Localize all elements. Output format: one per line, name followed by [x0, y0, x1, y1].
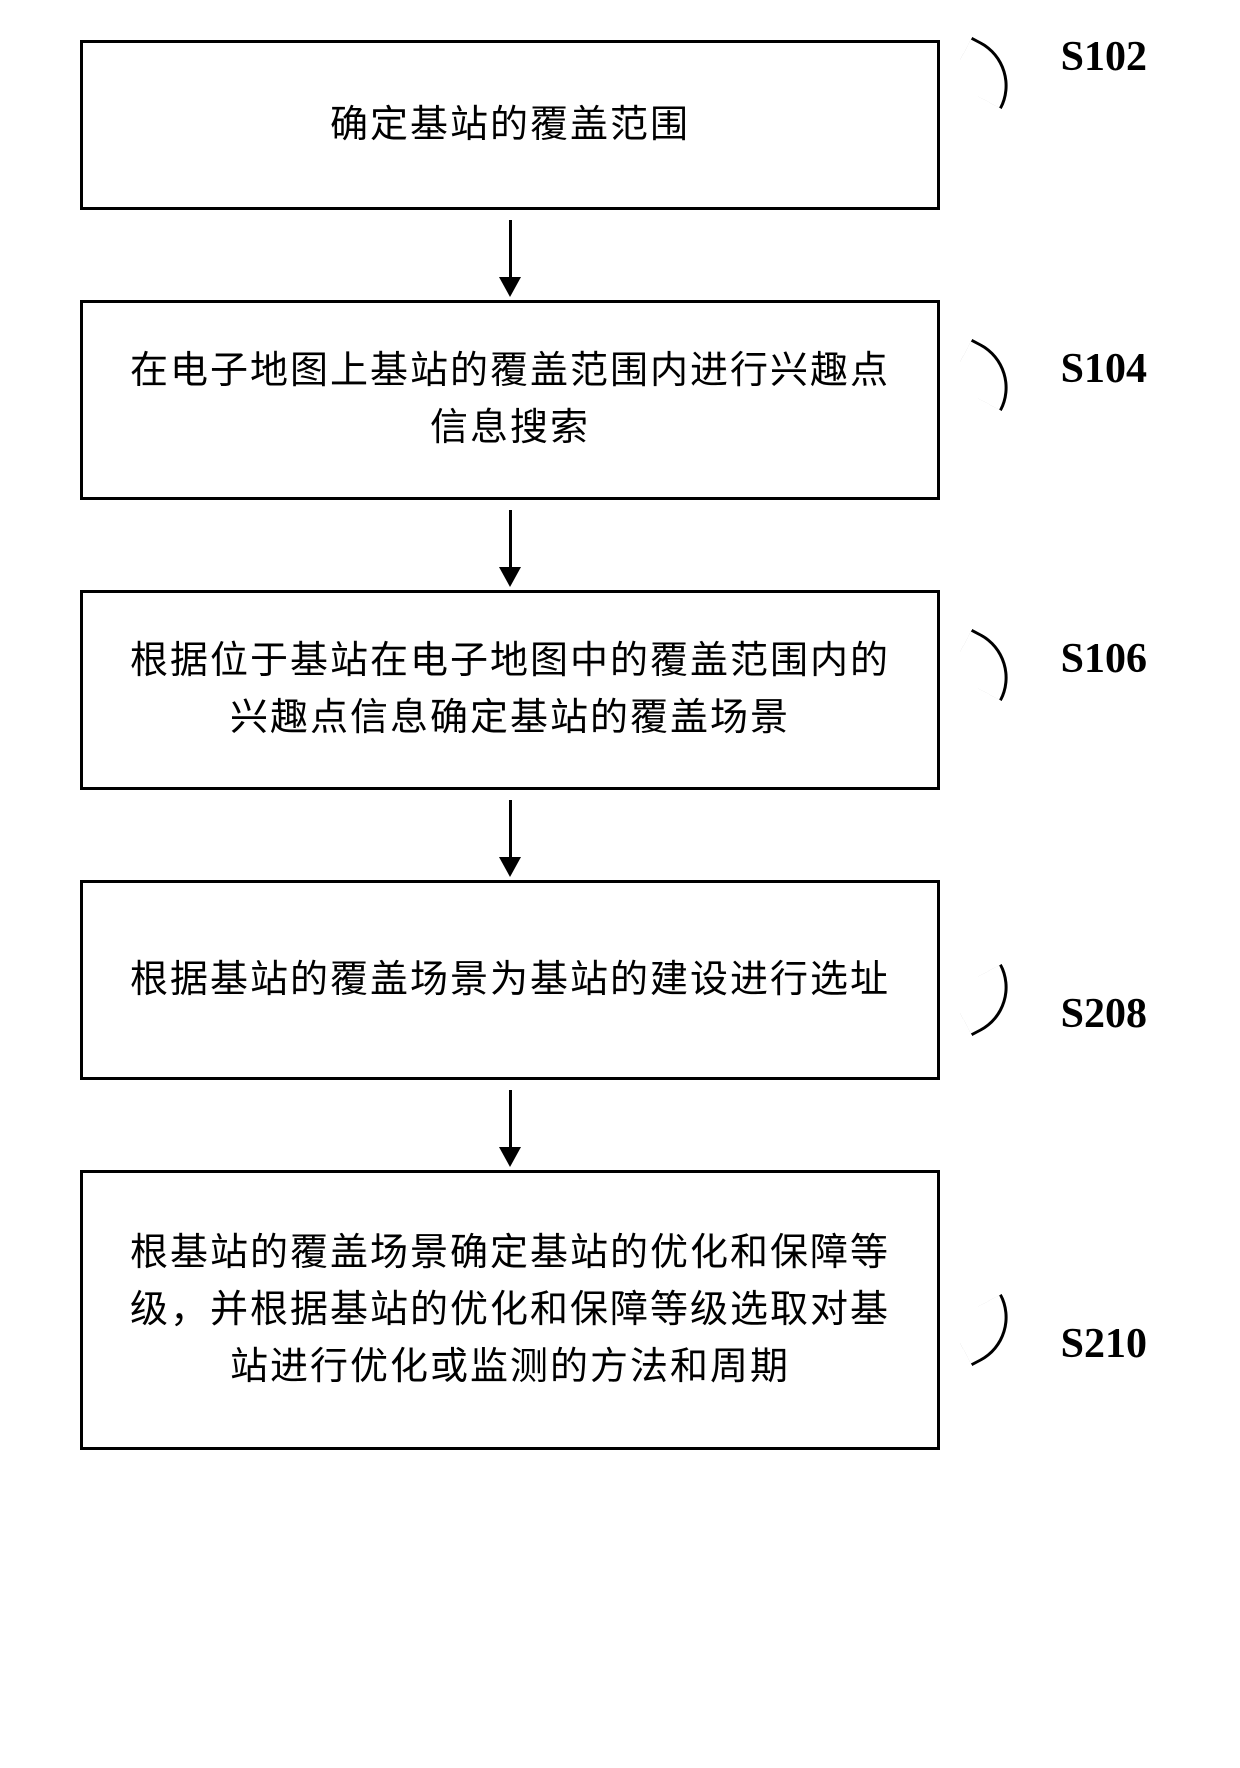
arrow-head-icon — [499, 1147, 521, 1167]
arrow-connector — [80, 500, 940, 590]
label-connector — [949, 629, 1025, 701]
step-text: 根基站的覆盖场景确定基站的优化和保障等级，并根据基站的优化和保障等级选取对基站进… — [113, 1225, 907, 1396]
step-label: S104 — [1061, 345, 1147, 393]
flowchart-step-s208: 根据基站的覆盖场景为基站的建设进行选址 S208 — [80, 880, 940, 1080]
flowchart-step-s210: 根基站的覆盖场景确定基站的优化和保障等级，并根据基站的优化和保障等级选取对基站进… — [80, 1170, 940, 1450]
flowchart-step-s106: 根据位于基站在电子地图中的覆盖范围内的兴趣点信息确定基站的覆盖场景 S106 — [80, 590, 940, 790]
step-text: 在电子地图上基站的覆盖范围内进行兴趣点信息搜索 — [113, 343, 907, 457]
step-text: 确定基站的覆盖范围 — [330, 97, 690, 154]
arrow-connector — [80, 1080, 940, 1170]
label-connector — [949, 1294, 1025, 1366]
step-text: 根据位于基站在电子地图中的覆盖范围内的兴趣点信息确定基站的覆盖场景 — [113, 633, 907, 747]
label-connector — [949, 964, 1025, 1036]
flowchart-container: 确定基站的覆盖范围 S102 在电子地图上基站的覆盖范围内进行兴趣点信息搜索 S… — [80, 40, 1160, 1450]
label-connector — [949, 37, 1025, 109]
arrow-head-icon — [499, 857, 521, 877]
step-text: 根据基站的覆盖场景为基站的建设进行选址 — [130, 952, 890, 1009]
step-label: S208 — [1061, 990, 1147, 1038]
step-label: S102 — [1061, 33, 1147, 81]
flowchart-step-s102: 确定基站的覆盖范围 S102 — [80, 40, 940, 210]
label-connector — [949, 339, 1025, 411]
step-label: S210 — [1061, 1320, 1147, 1368]
arrow-head-icon — [499, 567, 521, 587]
step-label: S106 — [1061, 635, 1147, 683]
arrow-connector — [80, 790, 940, 880]
arrow-head-icon — [499, 277, 521, 297]
flowchart-step-s104: 在电子地图上基站的覆盖范围内进行兴趣点信息搜索 S104 — [80, 300, 940, 500]
arrow-connector — [80, 210, 940, 300]
